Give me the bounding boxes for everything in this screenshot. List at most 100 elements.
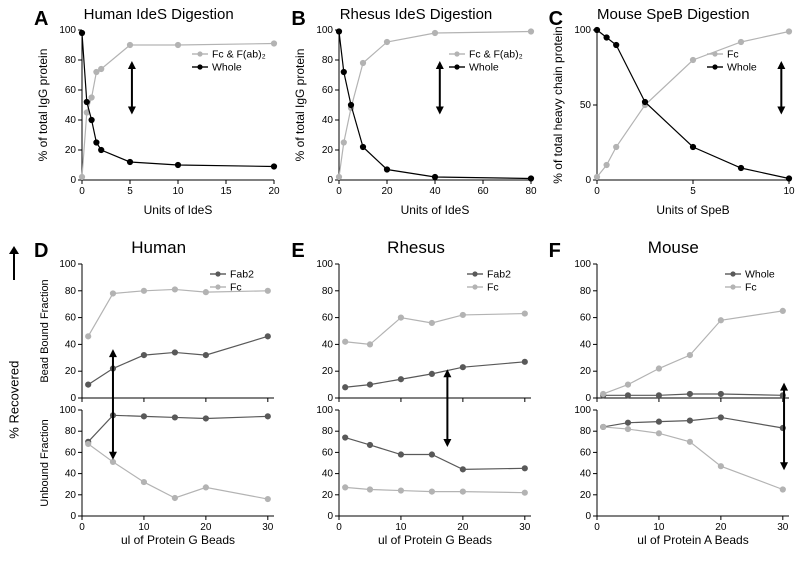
- svg-text:30: 30: [262, 522, 274, 533]
- svg-text:ul of Protein G Beads: ul of Protein G Beads: [121, 533, 235, 547]
- svg-text:40: 40: [322, 469, 334, 480]
- svg-text:Units of IdeS: Units of IdeS: [144, 203, 213, 217]
- svg-text:80: 80: [322, 426, 334, 437]
- svg-text:0: 0: [79, 522, 85, 533]
- svg-text:20: 20: [715, 522, 727, 533]
- svg-text:20: 20: [458, 522, 470, 533]
- svg-text:% of total IgG protein: % of total IgG protein: [36, 49, 50, 162]
- svg-text:Fc & F(ab)₂: Fc & F(ab)₂: [212, 49, 266, 61]
- svg-text:0: 0: [585, 175, 591, 186]
- svg-text:60: 60: [322, 85, 334, 96]
- svg-text:0: 0: [70, 393, 76, 404]
- row2-ylabel: % Recovered: [0, 240, 28, 560]
- panel-a: A Human IdeS Digestion 05101520020406080…: [32, 8, 285, 228]
- panel-b: B Rhesus IdeS Digestion 0204060800204060…: [289, 8, 542, 228]
- svg-text:Fab2: Fab2: [487, 269, 511, 281]
- svg-text:0: 0: [70, 175, 76, 186]
- svg-text:40: 40: [580, 339, 592, 350]
- svg-text:15: 15: [220, 186, 232, 197]
- chart-b: 020406080020406080100% of total IgG prot…: [289, 8, 539, 220]
- svg-text:ul of Protein G Beads: ul of Protein G Beads: [378, 533, 492, 547]
- chart-f: 020406080100WholeFc0102030020406080100ul…: [547, 240, 797, 560]
- svg-text:100: 100: [317, 405, 334, 416]
- svg-text:20: 20: [322, 490, 334, 501]
- svg-text:100: 100: [574, 25, 591, 36]
- svg-text:20: 20: [65, 366, 77, 377]
- svg-text:60: 60: [65, 313, 77, 324]
- svg-text:100: 100: [317, 259, 334, 270]
- svg-text:0: 0: [79, 186, 85, 197]
- title-d: Human: [32, 238, 285, 258]
- svg-text:10: 10: [396, 522, 408, 533]
- svg-text:10: 10: [783, 186, 795, 197]
- svg-text:Fc: Fc: [745, 282, 757, 294]
- chart-c: 0510050100% of total heavy chain protein…: [547, 8, 797, 220]
- svg-text:100: 100: [59, 25, 76, 36]
- svg-text:40: 40: [322, 115, 334, 126]
- svg-text:20: 20: [200, 522, 212, 533]
- svg-text:100: 100: [574, 259, 591, 270]
- svg-text:Whole: Whole: [212, 62, 242, 74]
- panel-f: F Mouse 020406080100WholeFc0102030020406…: [547, 240, 800, 560]
- svg-text:0: 0: [594, 186, 600, 197]
- svg-text:Fc: Fc: [727, 49, 739, 61]
- svg-text:10: 10: [172, 186, 184, 197]
- svg-text:Fc: Fc: [487, 282, 499, 294]
- svg-text:60: 60: [478, 186, 490, 197]
- svg-text:60: 60: [580, 447, 592, 458]
- title-f: Mouse: [547, 238, 800, 258]
- svg-text:0: 0: [585, 511, 591, 522]
- svg-text:0: 0: [70, 511, 76, 522]
- svg-text:60: 60: [580, 313, 592, 324]
- svg-text:60: 60: [65, 447, 77, 458]
- title-c: Mouse SpeB Digestion: [547, 6, 800, 23]
- panel-e: E Rhesus 020406080100Fab2Fc0102030020406…: [289, 240, 542, 560]
- svg-text:20: 20: [322, 145, 334, 156]
- svg-text:40: 40: [65, 469, 77, 480]
- svg-text:80: 80: [580, 426, 592, 437]
- svg-text:0: 0: [337, 186, 343, 197]
- svg-text:40: 40: [65, 339, 77, 350]
- svg-text:0: 0: [328, 511, 334, 522]
- svg-text:5: 5: [127, 186, 133, 197]
- svg-text:60: 60: [322, 447, 334, 458]
- svg-text:10: 10: [138, 522, 150, 533]
- svg-text:30: 30: [520, 522, 532, 533]
- svg-text:80: 80: [65, 426, 77, 437]
- title-b: Rhesus IdeS Digestion: [289, 6, 542, 23]
- svg-text:% of total heavy chain protein: % of total heavy chain protein: [551, 26, 565, 183]
- svg-text:80: 80: [65, 286, 77, 297]
- svg-text:0: 0: [594, 522, 600, 533]
- svg-text:Units of IdeS: Units of IdeS: [401, 203, 470, 217]
- svg-text:ul of Protein A Beads: ul of Protein A Beads: [637, 533, 748, 547]
- svg-text:20: 20: [65, 145, 77, 156]
- svg-text:20: 20: [268, 186, 280, 197]
- chart-e: 020406080100Fab2Fc0102030020406080100ul …: [289, 240, 539, 560]
- svg-text:Unbound Fraction: Unbound Fraction: [39, 419, 51, 506]
- svg-text:Whole: Whole: [469, 62, 499, 74]
- svg-text:Fc & F(ab)₂: Fc & F(ab)₂: [469, 49, 523, 61]
- svg-text:60: 60: [65, 85, 77, 96]
- svg-text:20: 20: [580, 490, 592, 501]
- row2-ylabel-text: % Recovered: [7, 361, 22, 439]
- svg-text:5: 5: [690, 186, 696, 197]
- svg-text:100: 100: [574, 405, 591, 416]
- svg-text:80: 80: [580, 286, 592, 297]
- svg-text:40: 40: [322, 339, 334, 350]
- svg-text:50: 50: [580, 100, 592, 111]
- chart-d: 020406080100Fab2FcBead Bound Fraction010…: [32, 240, 282, 560]
- svg-text:20: 20: [580, 366, 592, 377]
- svg-text:60: 60: [322, 313, 334, 324]
- svg-text:Fab2: Fab2: [230, 269, 254, 281]
- svg-text:30: 30: [777, 522, 789, 533]
- svg-text:100: 100: [59, 405, 76, 416]
- svg-text:40: 40: [580, 469, 592, 480]
- title-e: Rhesus: [289, 238, 542, 258]
- svg-text:0: 0: [328, 175, 334, 186]
- panel-d: D Human 020406080100Fab2FcBead Bound Fra…: [32, 240, 285, 560]
- svg-text:80: 80: [65, 55, 77, 66]
- svg-text:% of total IgG protein: % of total IgG protein: [293, 49, 307, 162]
- svg-text:20: 20: [322, 366, 334, 377]
- svg-text:20: 20: [382, 186, 394, 197]
- chart-a: 05101520020406080100% of total IgG prote…: [32, 8, 282, 220]
